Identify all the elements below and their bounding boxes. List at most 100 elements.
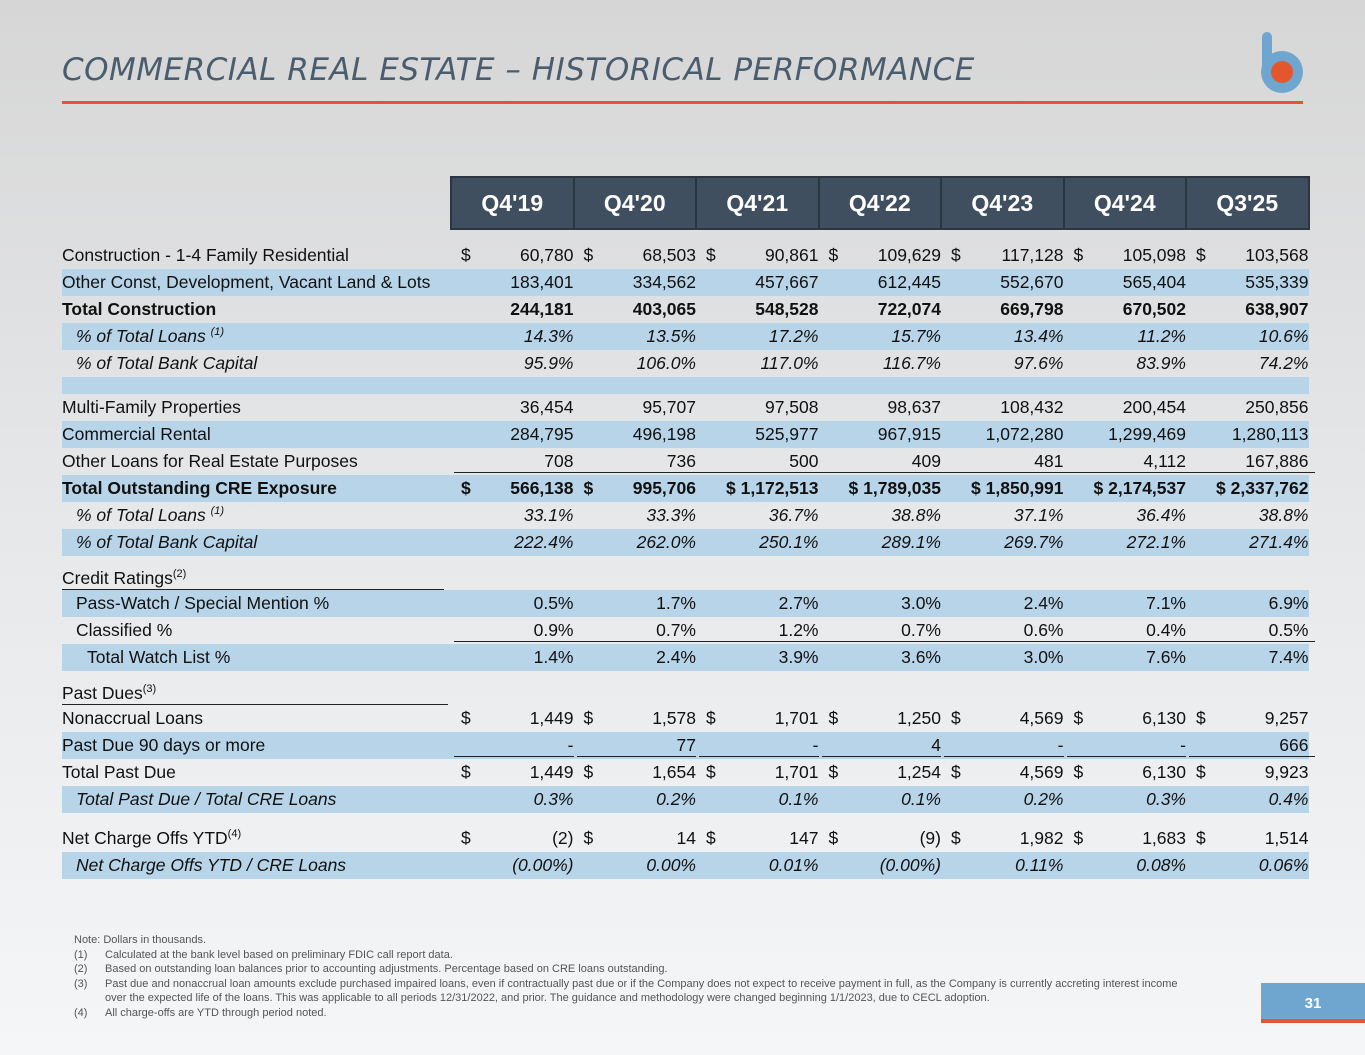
table-cell: 4,112 (1064, 448, 1192, 475)
table-cell: 13.4% (941, 323, 1064, 350)
row-label-text: Multi-Family Properties (62, 397, 241, 417)
column-header: Q4'20 (572, 176, 697, 230)
cell-value: 409 (821, 451, 947, 473)
table-cell: $147 (696, 825, 819, 852)
currency-symbol: $ (706, 828, 716, 848)
table-cell: $4,569 (941, 705, 1064, 732)
table-cell: $1,449 (451, 759, 574, 786)
row-label: Nonaccrual Loans (62, 705, 451, 732)
cre-performance-table: Q4'19 Q4'20 Q4'21 Q4'22 Q4'23 Q4'24 Q3'2… (62, 176, 1315, 879)
table-cell: $1,449 (451, 705, 574, 732)
table-row-total-pd: Total Past Due $1,449 $1,654 $1,701 $1,254 $4… (62, 759, 1309, 786)
cell-value: 222.4% (514, 532, 574, 552)
table-cell: $6,130 (1064, 705, 1187, 732)
table-cell: $9,257 (1186, 705, 1309, 732)
cell-value: 36.7% (768, 505, 819, 525)
cell-value: 103,568 (1245, 245, 1309, 265)
table-cell: 15.7% (818, 323, 941, 350)
table-cell: 17.2% (696, 323, 819, 350)
cell-value: 0.1% (901, 789, 941, 809)
table-cell: $ (2) (451, 825, 574, 852)
cell-value: $ 1,789,035 (848, 478, 941, 498)
table-cell: $ 2,337,762 (1186, 475, 1309, 502)
cell-value: 74.2% (1258, 353, 1309, 373)
cell-value: 95,707 (642, 397, 696, 417)
table-cell: 36.4% (1064, 502, 1186, 529)
table-cell: 525,977 (696, 421, 819, 448)
table-cell: 200,454 (1064, 394, 1186, 421)
table-cell: 666 (1186, 732, 1315, 759)
currency-symbol: $ (461, 762, 471, 782)
table-cell: $1,701 (696, 759, 819, 786)
cell-value: 109,629 (877, 245, 941, 265)
table-cell: 1.7% (573, 590, 696, 617)
cell-value: 117,128 (1001, 245, 1064, 265)
cell-value: 183,401 (510, 272, 574, 292)
table-cell: 6.9% (1186, 590, 1309, 617)
cell-value: 0.2% (1023, 789, 1064, 809)
table-cell: 0.2% (941, 786, 1064, 813)
footnote-ref: (1) (210, 326, 225, 339)
table-cell: $1,250 (819, 705, 942, 732)
currency-symbol: $ (583, 478, 594, 498)
cell-value: 0.4% (1066, 620, 1192, 642)
cell-value: (0.00%) (879, 855, 941, 875)
table-cell: $14 (574, 825, 697, 852)
currency-symbol: $ (1196, 708, 1206, 728)
cell-value: 289.1% (881, 532, 941, 552)
cell-value: 0.3% (533, 789, 574, 809)
cell-value: 14 (676, 828, 696, 848)
currency-symbol: $ (1073, 762, 1084, 782)
cell-value: $ 2,337,762 (1216, 478, 1309, 498)
table-cell: 0.6% (941, 617, 1070, 644)
table-cell: $6,130 (1064, 759, 1187, 786)
table-cell: 722,074 (819, 296, 941, 323)
cell-value: 403,065 (632, 299, 696, 319)
currency-symbol: $ (461, 478, 471, 498)
table-cell: $1,578 (574, 705, 697, 732)
cell-value: 0.7% (821, 620, 947, 642)
cell-value: 1,683 (1142, 828, 1186, 848)
cell-value: 262.0% (636, 532, 696, 552)
cell-value: 167,886 (1189, 451, 1315, 473)
cell-value: 17.2% (768, 326, 819, 346)
cell-value: 457,667 (755, 272, 819, 292)
table-cell: (0.00%) (818, 852, 941, 879)
currency-symbol: $ (583, 708, 594, 728)
table-cell: 117.0% (696, 350, 818, 377)
row-label-text: % of Total Bank Capital (76, 353, 258, 373)
table-cell: 334,562 (573, 269, 696, 296)
section-label: Past Dues(3) (62, 683, 448, 705)
footnote-text: Past due and nonaccrual loan amounts exc… (105, 977, 1178, 1005)
cell-value: 0.4% (1268, 789, 1309, 809)
table-row-total-construction: Total Construction 244,181 403,065 548,528 7… (62, 296, 1309, 323)
table-cell: $ 1,850,991 (941, 475, 1064, 502)
table-cell: 0.00% (573, 852, 696, 879)
page-number: 31 (1261, 983, 1365, 1023)
table-cell: 38.8% (1186, 502, 1309, 529)
table-cell: $566,138 (451, 475, 574, 502)
table-cell: 95,707 (574, 394, 696, 421)
column-header: Q4'21 (695, 176, 820, 230)
cell-value: 2.4% (656, 647, 696, 667)
table-cell: 736 (574, 448, 702, 475)
row-label-text: Other Const, Development, Vacant Land & … (62, 272, 431, 292)
cell-value: 250.1% (759, 532, 819, 552)
cell-value: 6.9% (1268, 593, 1309, 613)
row-label-text: Net Charge Offs YTD (62, 828, 228, 848)
table-cell: 0.4% (1064, 617, 1192, 644)
cell-value: 7.1% (1146, 593, 1186, 613)
table-cell: - (1063, 732, 1192, 759)
cell-value: 566,138 (510, 478, 574, 498)
spacer-row (62, 813, 1309, 825)
row-label-text: Total Construction (62, 299, 217, 319)
cell-value: 1,449 (529, 708, 574, 728)
cell-value: 1,449 (529, 762, 574, 782)
table-cell: 548,528 (696, 296, 818, 323)
row-label: Past Due 90 days or more (62, 732, 451, 759)
table-cell: 7.4% (1186, 644, 1309, 671)
table-row-construction-14: Construction - 1-4 Family Residential $60… (62, 242, 1309, 269)
column-header: Q3'25 (1185, 176, 1310, 230)
footnote-ref: (3) (142, 683, 157, 696)
table-row-tc-pct-loans: % of Total Loans (1) 14.3% 13.5% 17.2% 15.7%… (62, 323, 1309, 350)
